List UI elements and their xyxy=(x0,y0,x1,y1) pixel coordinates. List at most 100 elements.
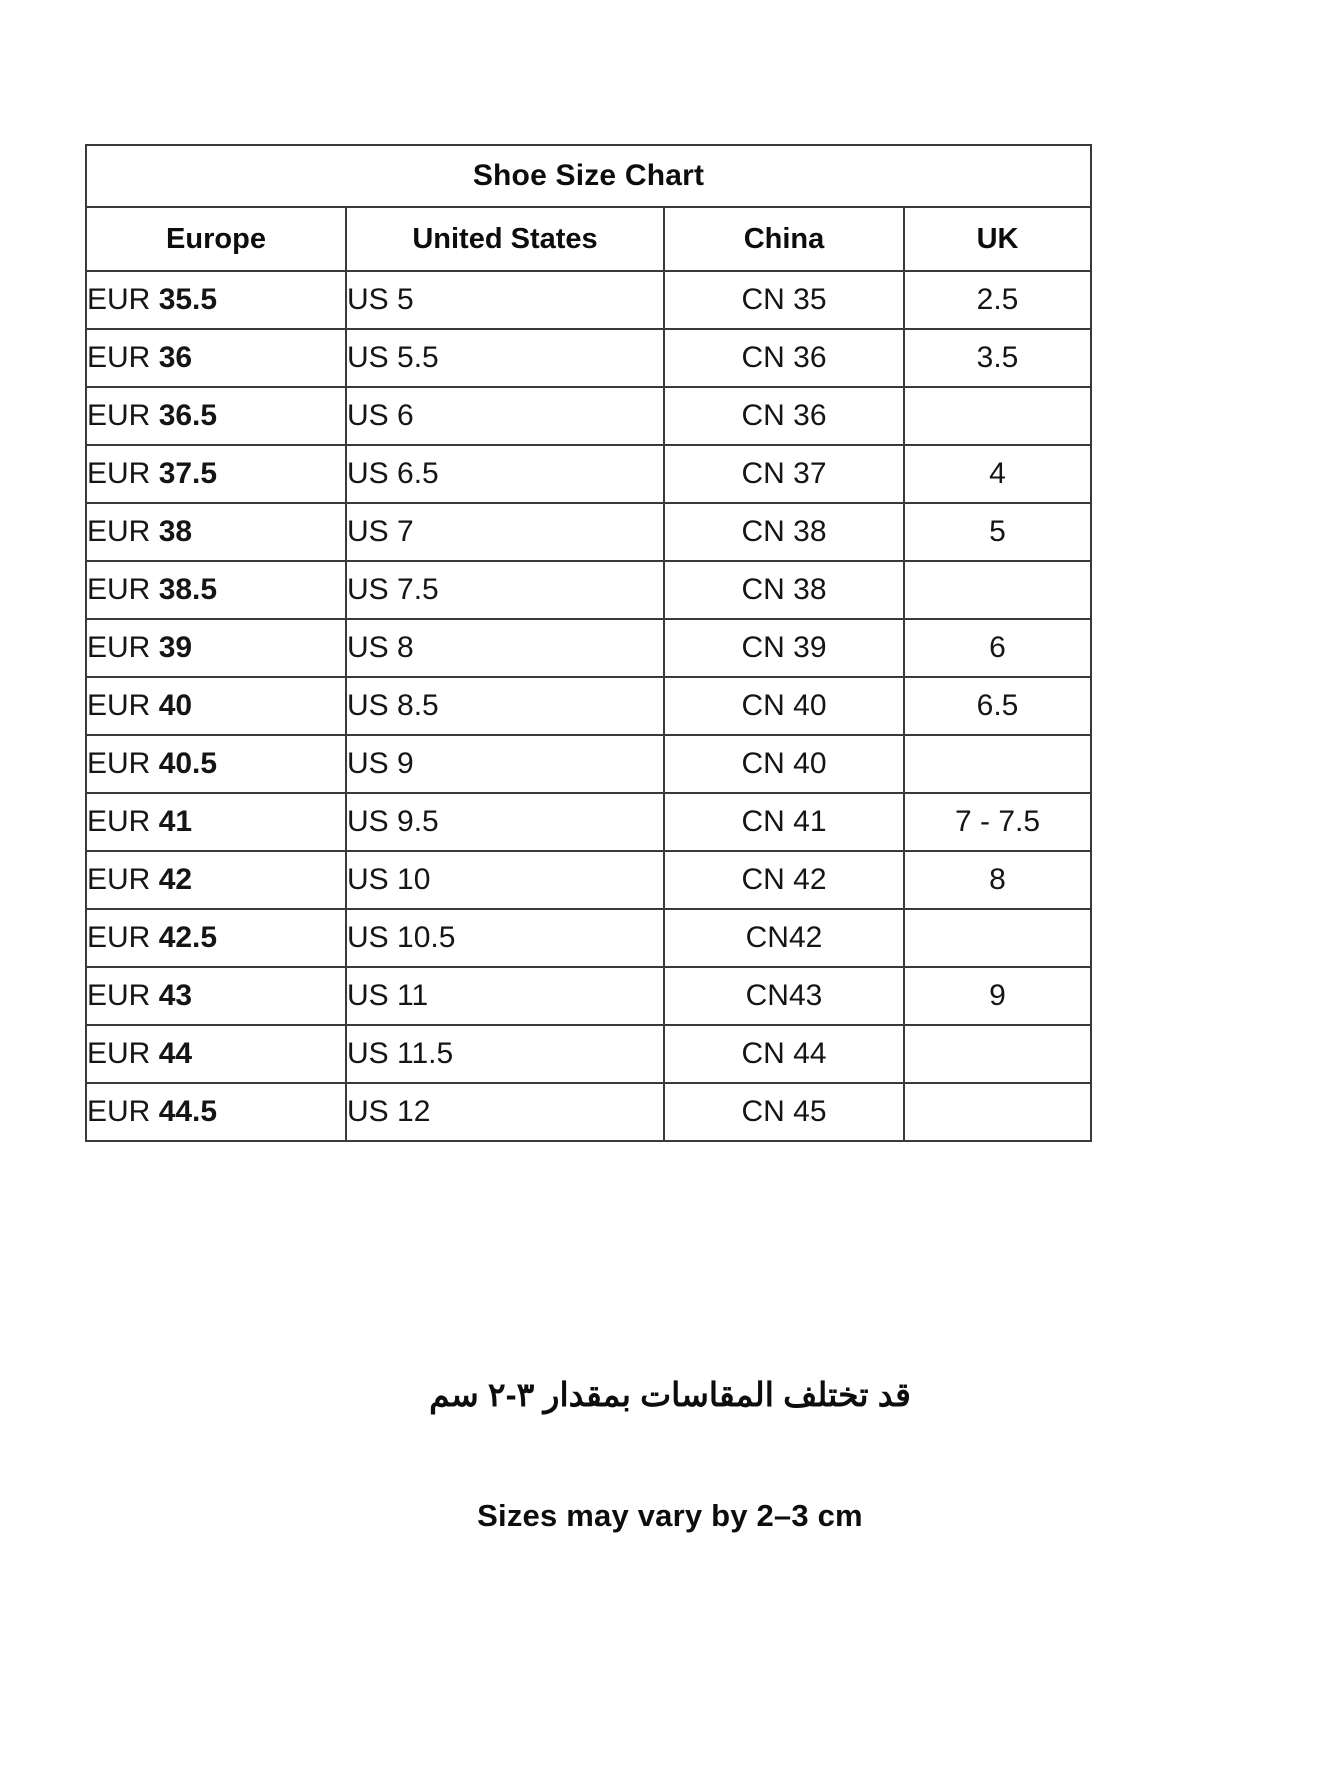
cell-china: CN 40 xyxy=(663,676,905,736)
europe-prefix: EUR xyxy=(87,341,151,374)
table-body: EUR 35.5 US 5 CN 35 2.5 EUR 36 US 5.5 CN 36 3.5… xyxy=(85,270,1093,1142)
europe-size: 38.5 xyxy=(158,573,218,606)
cell-uk xyxy=(902,560,1093,620)
table-row: EUR 35.5 US 5 CN 35 2.5 xyxy=(85,270,1093,330)
europe-prefix: EUR xyxy=(87,863,151,896)
cell-europe: EUR 42 xyxy=(85,850,347,910)
cell-europe: EUR 43 xyxy=(85,966,347,1026)
cell-united-states: US 7.5 xyxy=(345,560,665,620)
column-header-united-states: United States xyxy=(345,206,665,272)
table-header: Shoe Size Chart Europe United States Chi… xyxy=(84,144,1093,272)
table-row: EUR 40.5 US 9 CN 40 xyxy=(85,734,1093,794)
cell-europe: EUR 38 xyxy=(85,502,347,562)
table-row: EUR 39 US 8 CN 39 6 xyxy=(85,618,1093,678)
cell-europe: EUR 40 xyxy=(85,676,347,736)
cell-china: CN 41 xyxy=(663,792,905,852)
cell-uk xyxy=(902,734,1093,794)
shoe-size-table: Shoe Size Chart Europe United States Chi… xyxy=(84,144,1093,1142)
europe-size: 37.5 xyxy=(158,457,218,490)
europe-prefix: EUR xyxy=(87,1095,151,1128)
cell-united-states: US 7 xyxy=(345,502,665,562)
cell-europe: EUR 36 xyxy=(85,328,347,388)
cell-united-states: US 9 xyxy=(345,734,665,794)
cell-uk xyxy=(902,386,1093,446)
cell-europe: EUR 44 xyxy=(85,1024,347,1084)
column-header-uk: UK xyxy=(902,206,1093,272)
cell-europe: EUR 41 xyxy=(85,792,347,852)
table-title-row: Shoe Size Chart xyxy=(84,144,1093,208)
cell-europe: EUR 42.5 xyxy=(85,908,347,968)
cell-china: CN 37 xyxy=(663,444,905,504)
europe-prefix: EUR xyxy=(87,573,151,606)
column-header-europe: Europe xyxy=(85,206,347,272)
europe-prefix: EUR xyxy=(87,399,151,432)
europe-prefix: EUR xyxy=(87,805,151,838)
europe-prefix: EUR xyxy=(87,631,151,664)
table-row: EUR 38 US 7 CN 38 5 xyxy=(85,502,1093,562)
cell-europe: EUR 36.5 xyxy=(85,386,347,446)
cell-uk: 9 xyxy=(902,966,1093,1026)
cell-china: CN43 xyxy=(663,966,905,1026)
table-row: EUR 42 US 10 CN 42 8 xyxy=(85,850,1093,910)
cell-united-states: US 10 xyxy=(345,850,665,910)
cell-uk xyxy=(902,1024,1093,1084)
cell-uk: 3.5 xyxy=(902,328,1093,388)
cell-united-states: US 5 xyxy=(345,270,665,330)
europe-prefix: EUR xyxy=(87,457,151,490)
cell-china: CN 42 xyxy=(663,850,905,910)
table-row: EUR 40 US 8.5 CN 40 6.5 xyxy=(85,676,1093,736)
note-english: Sizes may vary by 2–3 cm xyxy=(477,1498,863,1533)
cell-europe: EUR 35.5 xyxy=(85,270,347,330)
europe-prefix: EUR xyxy=(87,515,151,548)
cell-europe: EUR 40.5 xyxy=(85,734,347,794)
table-row: EUR 43 US 11 CN43 9 xyxy=(85,966,1093,1026)
cell-uk xyxy=(902,1082,1093,1142)
europe-prefix: EUR xyxy=(87,979,151,1012)
europe-size: 42 xyxy=(158,863,193,896)
cell-china: CN 44 xyxy=(663,1024,905,1084)
cell-united-states: US 5.5 xyxy=(345,328,665,388)
europe-prefix: EUR xyxy=(87,689,151,722)
size-chart-container: Shoe Size Chart Europe United States Chi… xyxy=(84,144,1093,1142)
cell-united-states: US 9.5 xyxy=(345,792,665,852)
europe-prefix: EUR xyxy=(87,283,151,316)
cell-united-states: US 8 xyxy=(345,618,665,678)
cell-united-states: US 12 xyxy=(345,1082,665,1142)
cell-united-states: US 10.5 xyxy=(345,908,665,968)
cell-uk: 5 xyxy=(902,502,1093,562)
table-row: EUR 41 US 9.5 CN 41 7 - 7.5 xyxy=(85,792,1093,852)
cell-europe: EUR 44.5 xyxy=(85,1082,347,1142)
note-arabic: قد تختلف المقاسات بمقدار ٣-٢ سم xyxy=(429,1376,911,1413)
cell-united-states: US 11 xyxy=(345,966,665,1026)
europe-prefix: EUR xyxy=(87,921,151,954)
cell-china: CN 35 xyxy=(663,270,905,330)
cell-uk: 8 xyxy=(902,850,1093,910)
table-row: EUR 36 US 5.5 CN 36 3.5 xyxy=(85,328,1093,388)
europe-size: 36 xyxy=(158,341,193,374)
cell-china: CN 36 xyxy=(663,328,905,388)
cell-europe: EUR 39 xyxy=(85,618,347,678)
cell-uk: 7 - 7.5 xyxy=(902,792,1093,852)
europe-size: 40.5 xyxy=(158,747,218,780)
cell-united-states: US 8.5 xyxy=(345,676,665,736)
table-column-header-row: Europe United States China UK xyxy=(85,206,1093,272)
cell-uk: 2.5 xyxy=(902,270,1093,330)
europe-size: 41 xyxy=(158,805,193,838)
cell-europe: EUR 37.5 xyxy=(85,444,347,504)
cell-china: CN 45 xyxy=(663,1082,905,1142)
cell-uk: 6 xyxy=(902,618,1093,678)
europe-size: 43 xyxy=(158,979,193,1012)
cell-china: CN 39 xyxy=(663,618,905,678)
table-row: EUR 44 US 11.5 CN 44 xyxy=(85,1024,1093,1084)
europe-size: 44 xyxy=(158,1037,193,1070)
table-row: EUR 37.5 US 6.5 CN 37 4 xyxy=(85,444,1093,504)
europe-size: 40 xyxy=(158,689,193,722)
europe-size: 36.5 xyxy=(158,399,218,432)
cell-uk: 4 xyxy=(902,444,1093,504)
europe-prefix: EUR xyxy=(87,747,151,780)
cell-china: CN 36 xyxy=(663,386,905,446)
table-row: EUR 38.5 US 7.5 CN 38 xyxy=(85,560,1093,620)
cell-uk xyxy=(902,908,1093,968)
cell-united-states: US 6 xyxy=(345,386,665,446)
